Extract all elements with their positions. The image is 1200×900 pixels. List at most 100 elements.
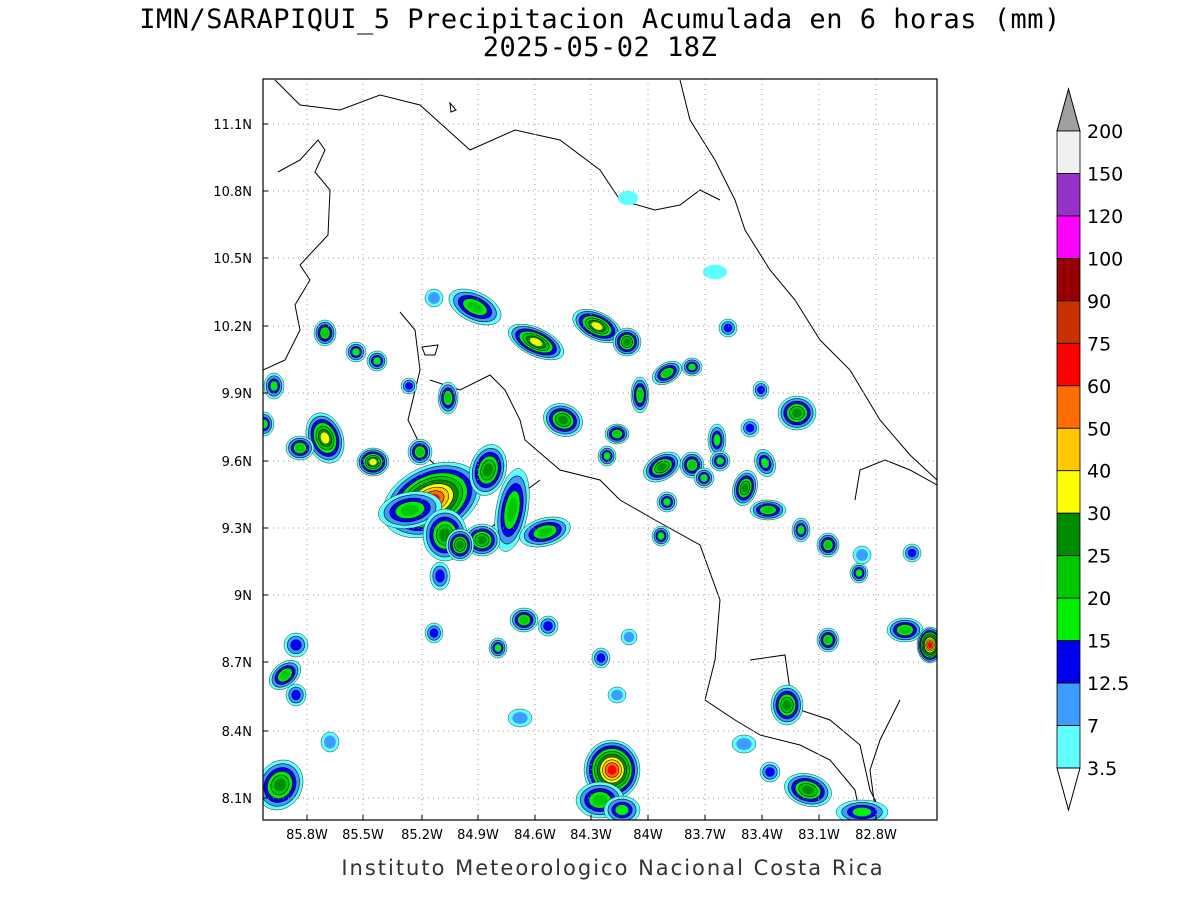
rain-contour	[657, 463, 667, 471]
colorbar-label: 3.5	[1087, 758, 1117, 780]
rain-contour	[607, 765, 617, 775]
rain-contour	[927, 641, 933, 649]
lon-tick-label: 84W	[633, 828, 663, 843]
rain-contour	[603, 452, 611, 460]
rain-contour	[435, 569, 445, 583]
rain-contour	[494, 644, 502, 652]
lon-tick-label: 84.6W	[514, 828, 556, 843]
colorbar-swatch	[1056, 173, 1081, 217]
rain-cell	[835, 799, 889, 820]
rain-cell	[356, 447, 390, 477]
colorbar-label: 90	[1087, 291, 1111, 313]
plot-frame	[262, 78, 938, 821]
golfo-dulce	[759, 734, 859, 806]
rain-contour	[757, 385, 765, 395]
rain-contour	[637, 389, 643, 401]
rain-cell	[849, 562, 869, 584]
lat-tick-label: 9.9N	[222, 387, 252, 402]
rain-contour	[280, 670, 290, 680]
lon-tick-label: 85.5W	[342, 828, 384, 843]
lat-tick-label: 11.1N	[213, 118, 252, 133]
rain-contour	[274, 778, 286, 792]
rain-cell	[378, 491, 442, 529]
rain-cell	[630, 376, 650, 414]
colorbar-swatch	[1056, 597, 1081, 642]
rain-cell	[740, 418, 760, 438]
rain-contour	[416, 447, 424, 457]
colorbar-swatch	[1056, 640, 1081, 684]
rain-cell	[652, 361, 682, 385]
rain-cell	[709, 450, 731, 472]
rain-cell	[366, 350, 388, 372]
rain-contour	[782, 699, 792, 711]
northern-border	[263, 139, 331, 371]
rain-cell	[770, 684, 804, 726]
pacific-coast	[429, 374, 761, 736]
rain-cell	[759, 761, 781, 783]
rain-contour	[592, 794, 608, 806]
rain-contour	[797, 525, 805, 535]
lon-tick-label: 84.9W	[457, 828, 499, 843]
rain-contour	[320, 432, 330, 444]
rain-contour	[429, 628, 439, 638]
colorbar-label: 15	[1087, 631, 1111, 653]
panama-border	[854, 459, 937, 501]
rain-contour	[519, 616, 529, 624]
rain-cell	[702, 264, 728, 280]
rain-contour	[295, 444, 305, 452]
rain-contour	[369, 458, 377, 466]
rain-cell	[693, 467, 715, 489]
nicaragua-lake-shore	[274, 79, 721, 211]
lat-tick-label: 9.3N	[222, 522, 252, 537]
rain-contour	[700, 474, 708, 482]
rain-cell	[463, 523, 501, 557]
map-subtitle-date: 2025-05-02 18Z	[482, 32, 718, 63]
rain-contour	[611, 689, 623, 701]
coastlines	[263, 79, 937, 811]
colorbar-label: 100	[1087, 248, 1123, 270]
rain-cell	[305, 412, 345, 464]
rain-cell	[583, 739, 641, 801]
lon-tick-label: 85.2W	[401, 828, 443, 843]
rain-cell	[285, 435, 315, 461]
colorbar-label: 40	[1087, 461, 1111, 483]
rain-contour	[713, 434, 721, 446]
rain-contour	[444, 393, 452, 403]
rain-contour	[615, 804, 629, 816]
rain-cell	[263, 411, 275, 437]
rain-cell	[707, 423, 727, 457]
rain-cell	[437, 381, 459, 415]
rain-contour	[617, 190, 639, 206]
lon-tick-label: 85.8W	[286, 828, 328, 843]
rain-contour	[596, 653, 606, 663]
rain-contour	[613, 430, 621, 438]
map-title: IMN/SARAPIQUI_5 Precipitacion Acumulada …	[139, 4, 1061, 35]
lon-tick-label: 83.4W	[741, 828, 783, 843]
colorbar-label: 20	[1087, 588, 1111, 610]
colorbar: 3.5 7 12.5 15 20 25 30 40 50 60 75 90 100 120 150 200	[1056, 87, 1129, 812]
colorbar-label: 12.5	[1087, 673, 1129, 695]
rain-contour	[270, 381, 278, 391]
rain-contour	[855, 569, 863, 577]
rain-contour	[688, 363, 696, 371]
lat-tick-label: 10.5N	[213, 252, 252, 267]
axis-ticks: 11.1N 10.8N 10.5N 10.2N 9.9N 9.6N 9.3N 9N 8.7N 8.…	[213, 118, 897, 843]
rain-contour	[745, 423, 755, 433]
lat-tick-label: 10.2N	[213, 320, 252, 335]
rain-contour	[792, 408, 802, 418]
colorbar-swatch	[1056, 682, 1081, 726]
rain-contour	[290, 639, 302, 651]
rain-cell	[407, 438, 433, 466]
rain-cell	[509, 607, 539, 633]
rain-contour	[352, 348, 360, 356]
rain-cell	[263, 372, 285, 400]
rain-contour	[291, 689, 301, 701]
rain-cell	[607, 686, 627, 704]
rain-cell	[445, 528, 475, 562]
rain-cell	[752, 380, 770, 400]
rain-contour	[506, 497, 518, 523]
colorbar-swatch	[1056, 385, 1081, 429]
rain-cell	[604, 423, 630, 445]
rain-cell	[507, 708, 533, 728]
colorbar-label: 30	[1087, 503, 1111, 525]
